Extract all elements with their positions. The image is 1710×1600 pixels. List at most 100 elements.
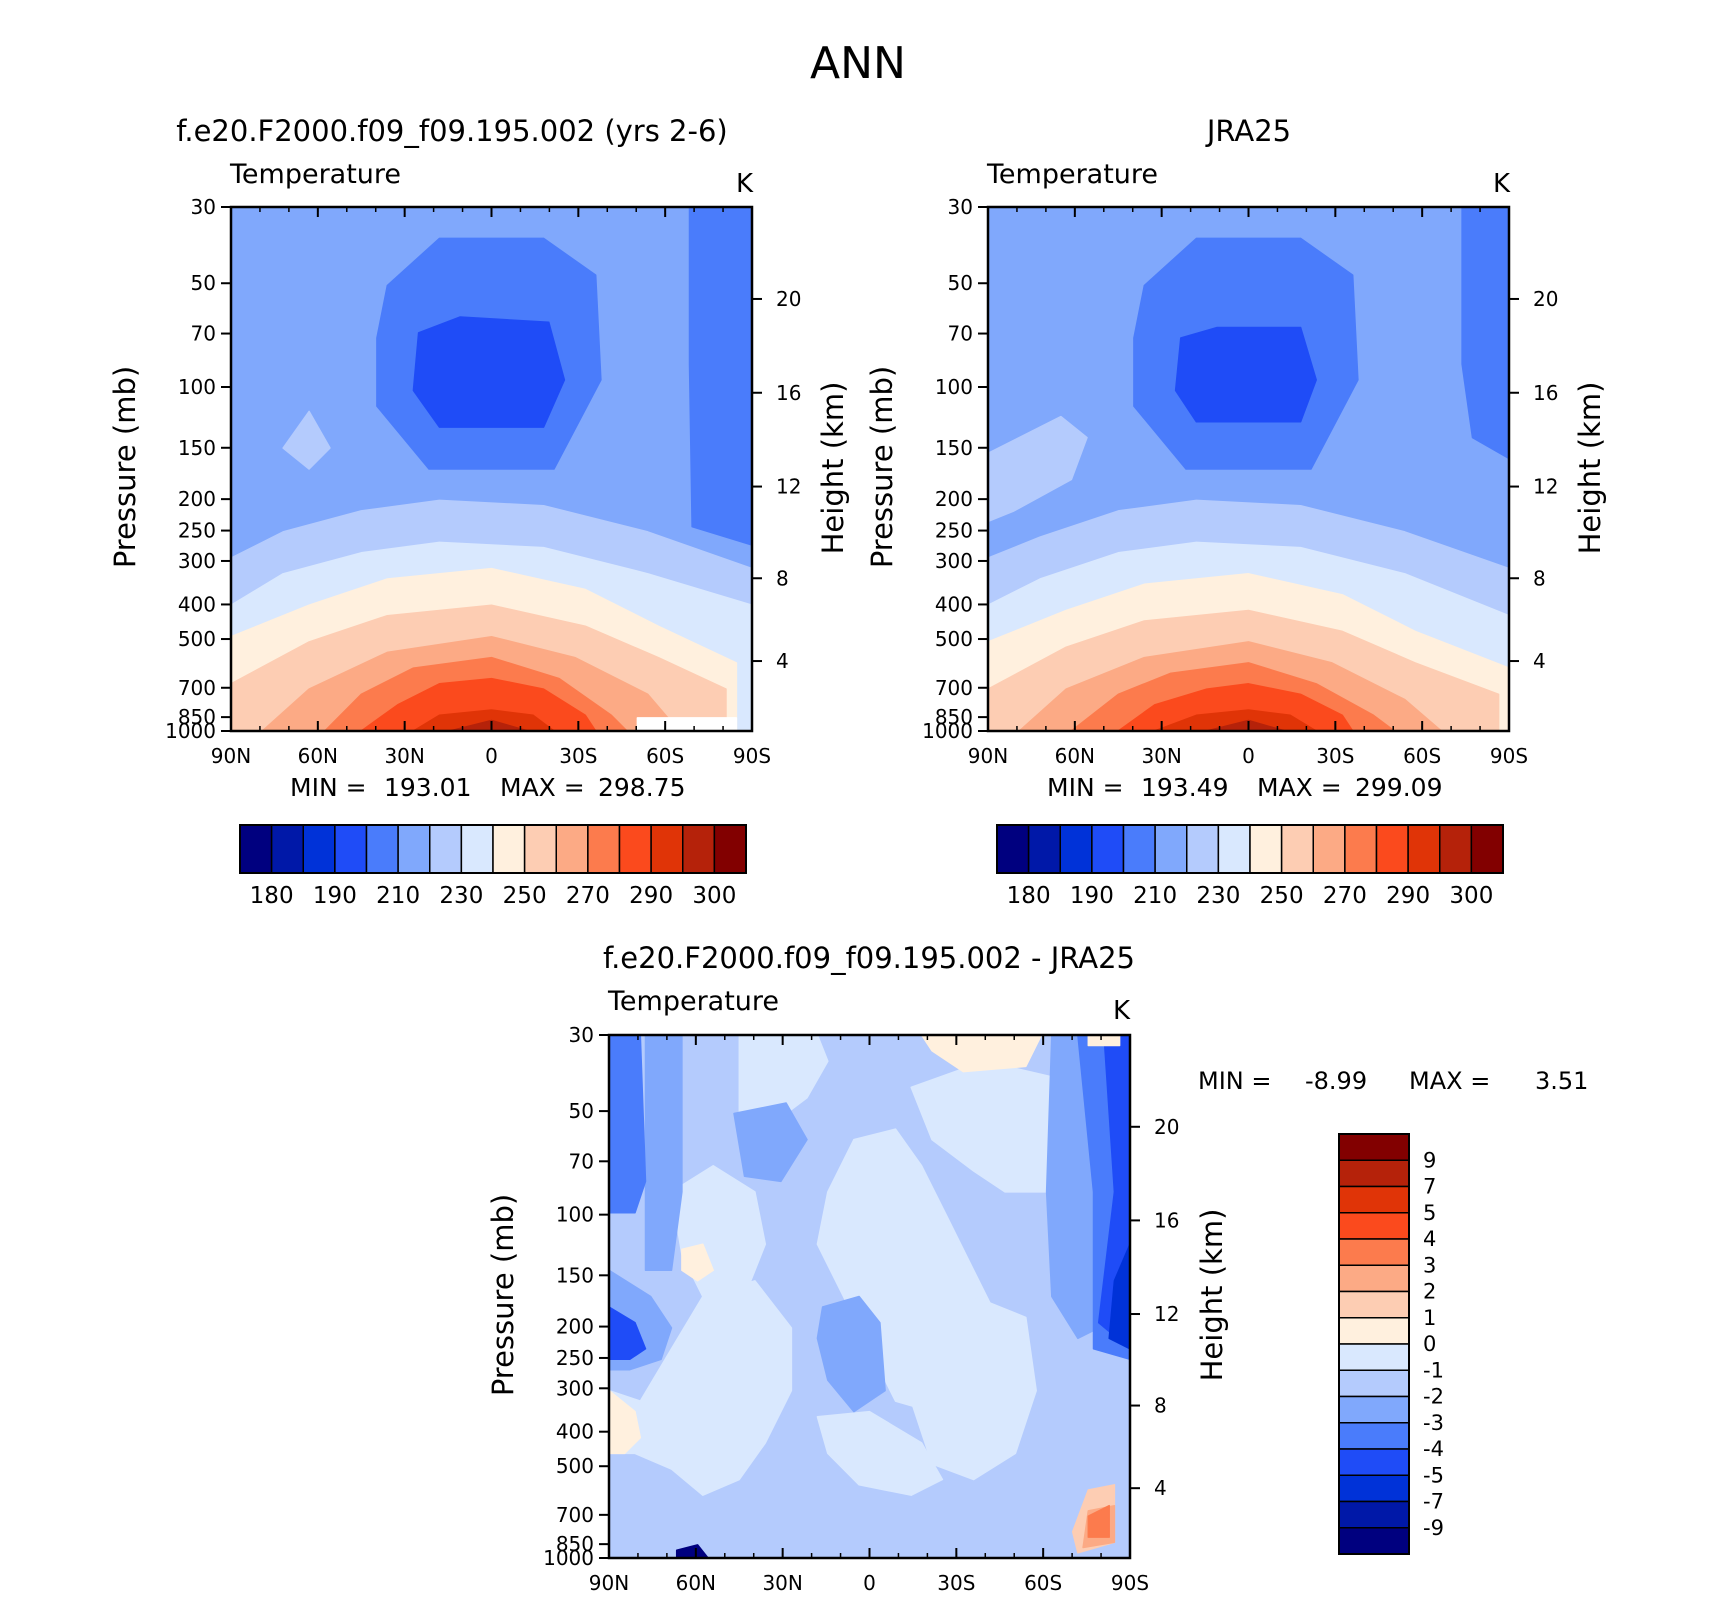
y-tick-label: 300 xyxy=(178,549,216,573)
contour-band xyxy=(609,1280,793,1496)
colorbar-box xyxy=(1338,1238,1410,1266)
colorbar-box xyxy=(270,824,304,874)
y-tick-label: 70 xyxy=(191,322,216,346)
y-tick-label: 30 xyxy=(191,195,216,219)
colorbar-box xyxy=(1186,824,1220,874)
colorbar-label: -7 xyxy=(1423,1490,1444,1514)
colorbar-box xyxy=(1338,1395,1410,1424)
colorbar-box xyxy=(492,824,526,874)
contour-band xyxy=(733,1102,808,1183)
contour-field xyxy=(231,207,752,731)
colorbar-box xyxy=(587,824,621,874)
colorbar-label: 300 xyxy=(1449,883,1493,909)
colorbar-box xyxy=(1338,1343,1410,1371)
colorbar-label: 270 xyxy=(566,883,610,909)
colorbar-box xyxy=(239,824,273,874)
colorbar-box xyxy=(1059,824,1093,874)
colorbar-box xyxy=(1338,1369,1410,1398)
x-tick-label: 60S xyxy=(1024,1571,1062,1595)
x-tick-label: 30S xyxy=(1316,744,1354,768)
colorbar-box xyxy=(1217,824,1251,874)
colorbar-label: 250 xyxy=(1260,883,1304,909)
y-tick-label: 700 xyxy=(935,676,973,700)
y2-tick-label: 20 xyxy=(1154,1115,1179,1139)
colorbar-label: 230 xyxy=(439,883,483,909)
min-value: 193.49 xyxy=(1141,773,1228,802)
colorbar-box xyxy=(682,824,716,874)
x-tick-label: 30N xyxy=(384,744,424,768)
contour-band xyxy=(681,1243,714,1282)
colorbar-label: 230 xyxy=(1196,883,1240,909)
colorbar-box xyxy=(1338,1317,1410,1345)
x-tick-label: 60S xyxy=(646,744,684,768)
y-tick-label: 70 xyxy=(948,322,973,346)
y2-tick-label: 20 xyxy=(1533,287,1558,311)
colorbar-label: -3 xyxy=(1423,1411,1444,1435)
colorbar-box xyxy=(523,824,557,874)
colorbar-box xyxy=(713,824,747,874)
colorbar-box xyxy=(1338,1500,1410,1529)
colorbar-label: 7 xyxy=(1423,1175,1436,1199)
y-tick-label: 700 xyxy=(178,676,216,700)
y-tick-label: 850 xyxy=(935,705,973,729)
y-tick-label: 300 xyxy=(935,549,973,573)
colorbar-box xyxy=(1122,824,1156,874)
y-tick-label: 30 xyxy=(948,195,973,219)
y-tick-label: 100 xyxy=(935,375,973,399)
x-tick-label: 30S xyxy=(937,1571,975,1595)
variable-label: Temperature xyxy=(229,159,401,190)
y-tick-label: 250 xyxy=(556,1346,594,1370)
y2-tick-label: 4 xyxy=(1533,649,1546,673)
colorbar-box xyxy=(1338,1133,1410,1161)
colorbar-box xyxy=(1407,824,1441,874)
x-tick-label: 90N xyxy=(211,744,251,768)
max-label: MAX = xyxy=(500,773,585,802)
contour-band xyxy=(1087,1504,1110,1538)
y-tick-label: 200 xyxy=(935,487,973,511)
colorbar-label: 0 xyxy=(1423,1332,1436,1356)
y2-tick-label: 16 xyxy=(1154,1208,1179,1232)
colorbar-label: 5 xyxy=(1423,1201,1436,1225)
y-tick-label: 500 xyxy=(556,1454,594,1478)
colorbar-label: -2 xyxy=(1423,1385,1444,1409)
contour-band xyxy=(282,410,331,470)
contour-band xyxy=(412,316,566,428)
contour-band xyxy=(1206,719,1286,731)
y-axis-label: Pressure (mb) xyxy=(108,366,142,568)
contour-band xyxy=(1174,326,1317,423)
colorbar-frame xyxy=(239,824,747,874)
y2-tick-label: 8 xyxy=(1533,566,1546,590)
variable-label: Temperature xyxy=(607,986,779,1017)
y-tick-label: 50 xyxy=(191,271,216,295)
colorbar-box xyxy=(1338,1422,1410,1450)
contour-band xyxy=(675,1544,709,1558)
x-tick-label: 90S xyxy=(733,744,771,768)
units-label: K xyxy=(1493,169,1511,199)
max-value: 298.75 xyxy=(598,773,685,802)
colorbar-label: 2 xyxy=(1423,1280,1436,1304)
y2-axis-label: Height (km) xyxy=(1573,382,1607,555)
contour-band xyxy=(636,717,738,731)
x-tick-label: 0 xyxy=(863,1571,876,1595)
panel-title: f.e20.F2000.f09_f09.195.002 (yrs 2-6) xyxy=(176,114,727,148)
colorbar-box xyxy=(1338,1212,1410,1240)
colorbar-label: 4 xyxy=(1423,1227,1436,1251)
y2-tick-label: 16 xyxy=(1533,381,1558,405)
x-tick-label: 0 xyxy=(1242,744,1255,768)
colorbar-label: 250 xyxy=(503,883,547,909)
variable-label: Temperature xyxy=(986,159,1158,190)
y2-tick-label: 8 xyxy=(1154,1394,1167,1418)
contour-band xyxy=(644,1035,683,1272)
colorbar-box xyxy=(1338,1448,1410,1476)
y-tick-label: 150 xyxy=(935,436,973,460)
colorbar-label: 210 xyxy=(1133,883,1177,909)
x-tick-label: 90S xyxy=(1490,744,1528,768)
colorbar-box xyxy=(1470,824,1504,874)
contour-band xyxy=(412,709,555,731)
colorbar-box xyxy=(555,824,589,874)
contour-band xyxy=(910,1295,1037,1481)
y-tick-label: 250 xyxy=(935,519,973,543)
y2-tick-label: 12 xyxy=(776,475,801,499)
colorbar-label: 180 xyxy=(1007,883,1051,909)
min-value: 193.01 xyxy=(384,773,471,802)
